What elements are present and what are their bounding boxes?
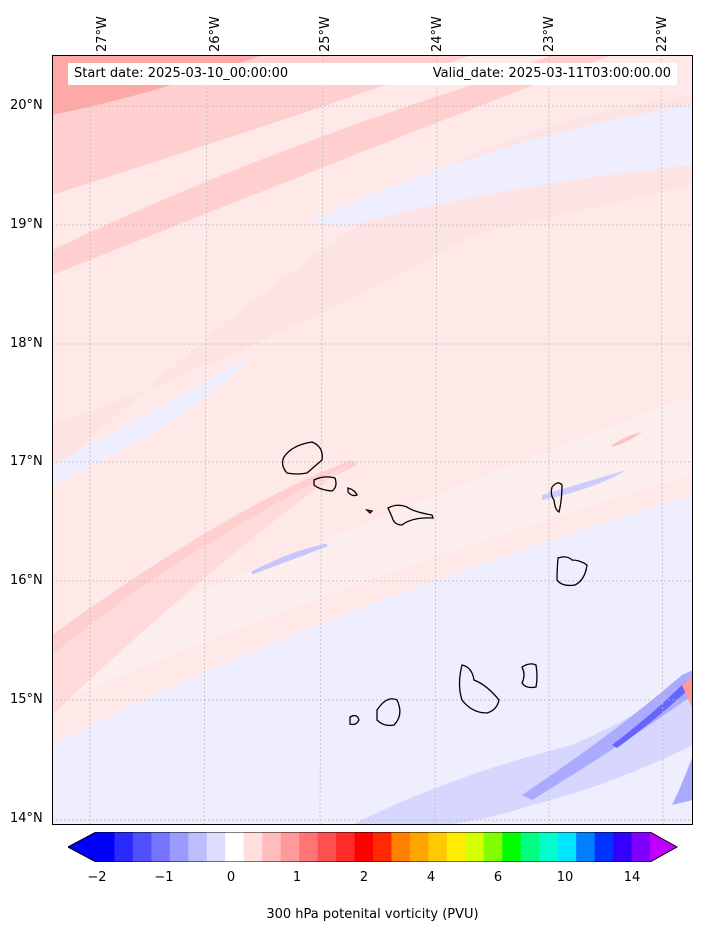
colorbar-segment [391, 832, 411, 862]
colorbar-segment [96, 832, 115, 862]
colorbar-segment [502, 832, 522, 862]
colorbar-tick: 1 [292, 870, 302, 885]
colorbar-segment [132, 832, 152, 862]
lon-label: 27°W [95, 16, 110, 52]
start-date: Start date: 2025-03-10_00:00:00 [74, 66, 289, 81]
colorbar-segment [576, 832, 596, 862]
lon-label: 26°W [208, 16, 223, 52]
colorbar-label: 300 hPa potenital vorticity (PVU) [266, 907, 479, 922]
colorbar-segment [299, 832, 319, 862]
lat-label: 15°N [10, 692, 43, 707]
colorbar-segment [188, 832, 208, 862]
lon-label: 25°W [318, 16, 333, 52]
colorbar-segment [557, 832, 577, 862]
colorbar-segment [317, 832, 337, 862]
colorbar-segment [613, 832, 633, 862]
map-area [52, 55, 693, 825]
lat-label: 20°N [10, 98, 43, 113]
colorbar-tick: −1 [154, 870, 174, 885]
colorbar-tick: −2 [87, 870, 107, 885]
lat-label: 19°N [10, 217, 43, 232]
pv-field [52, 55, 693, 825]
lat-label: 16°N [10, 573, 43, 588]
colorbar-segment [483, 832, 503, 862]
colorbar-segment [465, 832, 485, 862]
colorbar-under-triangle [68, 832, 96, 862]
colorbar-tick: 14 [623, 870, 641, 885]
coastlines [281, 441, 588, 727]
colorbar-segment [336, 832, 356, 862]
colorbar-over-triangle [650, 832, 677, 862]
colorbar-segment [373, 832, 392, 862]
colorbar-segment [446, 832, 466, 862]
colorbar-segment [631, 832, 651, 862]
colorbar-outline [68, 832, 678, 862]
colorbar-tick: 10 [556, 870, 574, 885]
lat-label: 18°N [10, 336, 43, 351]
lat-label: 17°N [10, 454, 43, 469]
colorbar-tick: 2 [359, 870, 369, 885]
colorbar-tick: 0 [226, 870, 236, 885]
colorbar-segment [354, 832, 374, 862]
lon-label: 24°W [430, 16, 445, 52]
colorbar-segment [594, 832, 614, 862]
lon-label: 23°W [542, 16, 557, 52]
colorbar-tick: 4 [426, 870, 436, 885]
colorbar-segment [520, 832, 540, 862]
colorbar-segment [151, 832, 171, 862]
lon-label: 22°W [655, 16, 670, 52]
colorbar-segment [428, 832, 448, 862]
colorbar [68, 832, 678, 862]
colorbar-segment [262, 832, 282, 862]
colorbar-segment [114, 832, 134, 862]
colorbar-segment [409, 832, 429, 862]
colorbar-segment [539, 832, 559, 862]
lat-label: 14°N [10, 811, 43, 826]
colorbar-segment [243, 832, 263, 862]
valid-date: Valid_date: 2025-03-11T03:00:00.00 [432, 66, 671, 81]
colorbar-tick: 6 [493, 870, 503, 885]
colorbar-segment [225, 832, 245, 862]
colorbar-segment [206, 832, 226, 862]
colorbar-segment [169, 832, 189, 862]
colorbar-segment [280, 832, 300, 862]
date-info-box: Start date: 2025-03-10_00:00:00 Valid_da… [68, 63, 677, 85]
